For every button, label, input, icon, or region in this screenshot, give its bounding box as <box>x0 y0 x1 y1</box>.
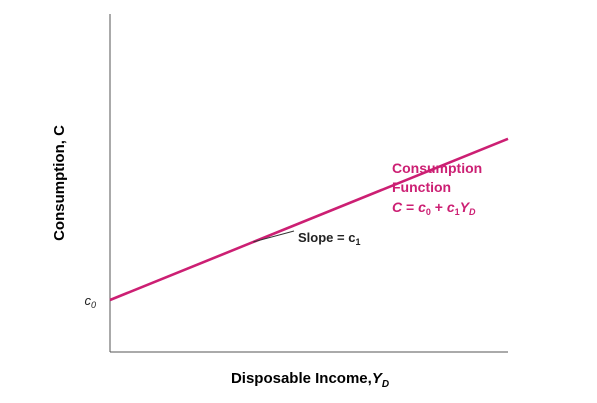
x-axis-title-text: Disposable Income, <box>231 370 372 387</box>
slope-annotation: Slope = c1 <box>298 230 360 247</box>
y-intercept-sub: 0 <box>91 300 96 310</box>
consumption-function-line <box>109 137 509 302</box>
eq-Y-sub: D <box>469 207 476 217</box>
y-intercept-label: c0 <box>84 293 96 310</box>
eq-c0: c <box>418 199 426 215</box>
eq-equals: = <box>402 199 418 215</box>
x-axis-title: Disposable Income,YD <box>231 370 389 390</box>
y-axis-title: Consumption, C <box>51 125 68 241</box>
eq-c0-sub: 0 <box>426 207 431 217</box>
eq-c1: c <box>447 199 455 215</box>
series-label-line1: Consumption <box>392 160 482 176</box>
eq-lhs: C <box>392 199 403 215</box>
slope-leader-line <box>253 230 295 243</box>
eq-Y: Y <box>460 199 471 215</box>
series-label-line2: Function <box>392 179 451 195</box>
slope-annotation-text: Slope = c <box>298 230 355 245</box>
x-axis-title-var: Y <box>372 370 384 387</box>
eq-plus: + <box>431 199 447 215</box>
slope-annotation-sub: 1 <box>355 237 360 247</box>
y-intercept-var: c <box>84 293 91 308</box>
eq-c1-sub: 1 <box>455 207 460 217</box>
series-label-equation: C = c0 + c1YD <box>392 199 476 217</box>
x-axis-title-sub: D <box>382 379 389 390</box>
